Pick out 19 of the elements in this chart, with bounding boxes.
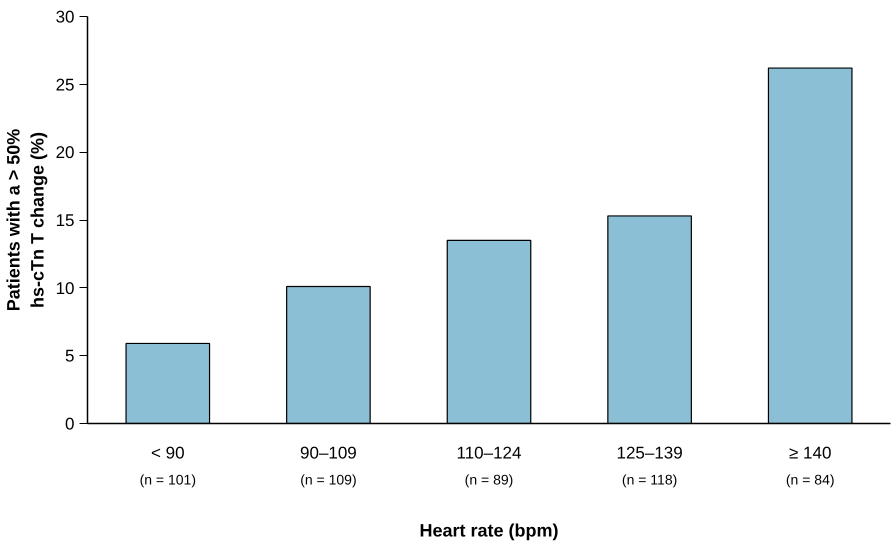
- text: (n = 84): [786, 472, 835, 488]
- y-tick-label: 20: [56, 143, 75, 162]
- y-tick-label: 15: [56, 211, 75, 230]
- y-tick-label: 5: [65, 346, 75, 366]
- x-axis-title: Heart rate (bpm): [419, 520, 559, 540]
- y-tick-label: 0: [65, 414, 75, 434]
- y-axis-title: Patients with a > 50% hs-cTn T change (%): [4, 128, 48, 312]
- y-tick-label: 25: [56, 75, 75, 94]
- text: (n = 118): [622, 472, 678, 488]
- y-tick-label: 10: [56, 278, 75, 298]
- x-tick-label: 110–124: [456, 444, 522, 462]
- y-tick-label: 30: [56, 8, 75, 26]
- text: (n = 89): [464, 472, 514, 488]
- text: (n = 109): [300, 472, 357, 488]
- x-tick-label: 125–139: [616, 444, 683, 462]
- x-tick-label: < 90: [151, 444, 185, 462]
- x-tick-label: 90–109: [300, 444, 357, 462]
- text: (n = 101): [140, 472, 196, 488]
- x-tick-label: ≥ 140: [788, 444, 832, 462]
